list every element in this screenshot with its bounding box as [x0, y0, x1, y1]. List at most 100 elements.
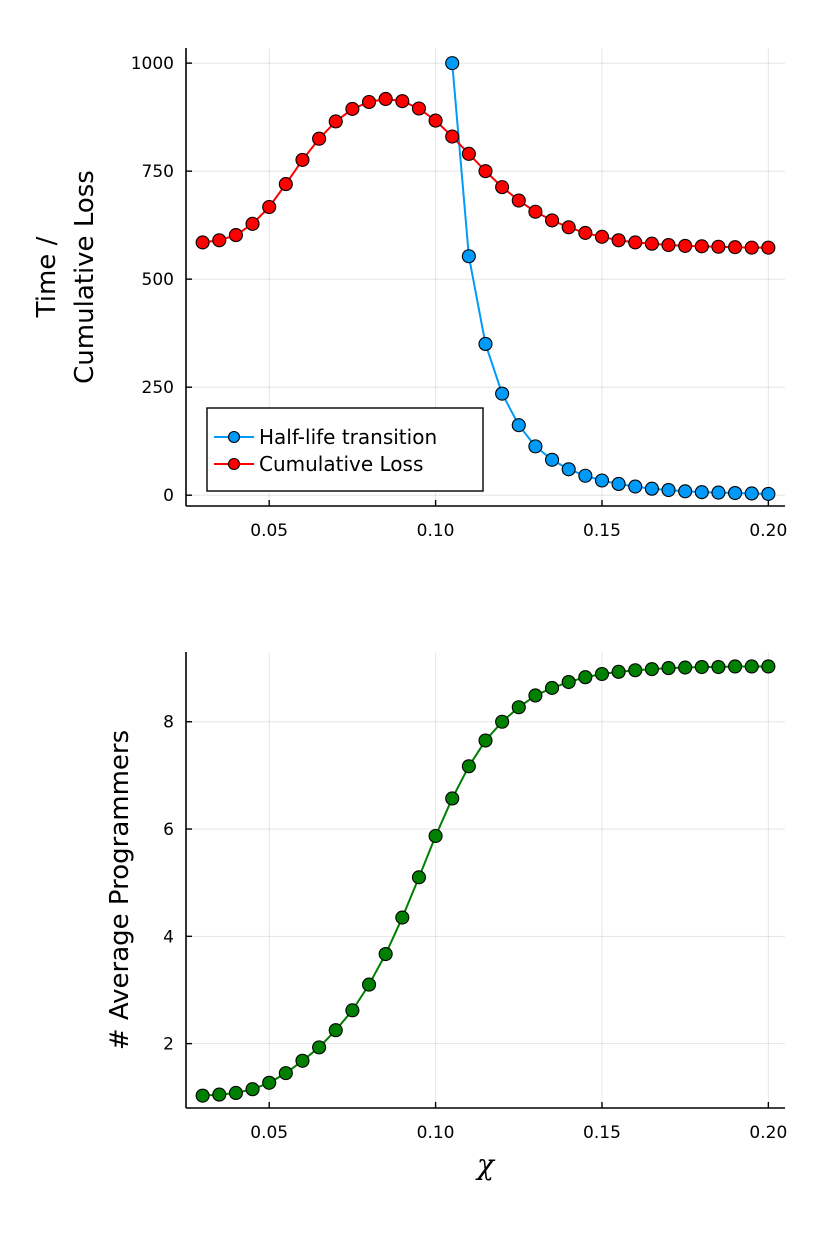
data-point: [278, 177, 293, 192]
data-point: [561, 220, 576, 235]
y-tick-label: 8: [163, 713, 174, 733]
data-point: [594, 229, 610, 244]
data-point: [628, 235, 643, 250]
data-point: [711, 659, 726, 675]
data-point: [694, 485, 709, 500]
data-point: [644, 236, 659, 251]
data-point: [295, 1053, 310, 1068]
data-point: [361, 94, 377, 110]
data-point: [278, 1066, 293, 1081]
data-point: [578, 225, 593, 240]
data-point: [728, 485, 743, 501]
data-point: [678, 660, 693, 675]
data-point: [628, 479, 643, 494]
data-point: [545, 680, 560, 695]
data-point: [694, 239, 709, 254]
data-point: [545, 452, 560, 467]
data-point: [594, 473, 610, 488]
data-point: [728, 240, 743, 255]
data-point: [312, 131, 327, 146]
data-point: [312, 1040, 327, 1055]
data-point: [644, 662, 659, 677]
data-point: [195, 1088, 210, 1103]
x-tick-label: 0.20: [749, 1123, 787, 1143]
y-tick-label: 0: [163, 486, 174, 506]
x-tick-label: 0.10: [417, 521, 455, 541]
x-tick-label: 0.15: [583, 1123, 621, 1143]
data-point: [262, 1075, 277, 1090]
data-point: [761, 659, 776, 674]
data-point: [295, 152, 310, 167]
legend-box: [206, 407, 484, 492]
data-point: [661, 661, 676, 676]
legend-label: Half-life transition: [259, 425, 437, 449]
data-point: [445, 56, 460, 71]
y-axis-title: # Average Programmers: [105, 730, 135, 1050]
data-point: [428, 828, 443, 844]
y-axis-title-line2: Cumulative Loss: [70, 170, 100, 384]
x-tick-label: 0.15: [583, 521, 621, 541]
data-point: [511, 700, 526, 715]
data-point: [245, 1082, 260, 1097]
data-point: [511, 418, 526, 433]
data-point: [411, 101, 426, 116]
y-tick-label: 500: [142, 270, 174, 290]
data-point: [195, 235, 210, 250]
data-point: [644, 481, 659, 496]
data-point: [395, 910, 410, 925]
y-tick-label: 250: [142, 378, 174, 398]
data-point: [245, 216, 260, 231]
data-point: [661, 237, 676, 253]
data-point: [478, 164, 493, 179]
data-point: [711, 239, 726, 254]
data-point: [744, 659, 759, 674]
data-point: [744, 486, 759, 501]
data-point: [594, 666, 610, 682]
data-point: [528, 439, 543, 454]
data-point: [461, 249, 476, 264]
data-point: [478, 336, 493, 352]
legend-marker: [227, 430, 241, 444]
data-point: [378, 946, 393, 962]
data-point: [495, 714, 510, 729]
data-point: [428, 113, 443, 128]
data-point: [212, 233, 227, 248]
data-point: [628, 663, 643, 678]
data-point: [661, 482, 676, 498]
data-point: [495, 386, 510, 401]
series-line: [451, 63, 769, 495]
x-tick-label: 0.20: [749, 521, 787, 541]
data-point: [361, 977, 377, 992]
y-tick-label: 2: [163, 1035, 174, 1055]
data-point: [761, 240, 776, 255]
data-point: [545, 213, 560, 228]
data-point: [495, 180, 510, 195]
data-point: [578, 670, 593, 685]
data-point: [328, 1023, 343, 1038]
x-tick-label: 0.10: [417, 1123, 455, 1143]
legend-marker: [227, 457, 241, 471]
legend-label: Cumulative Loss: [259, 452, 423, 476]
data-point: [262, 199, 277, 215]
data-point: [228, 1085, 243, 1101]
x-axis-title: χ: [475, 1148, 496, 1181]
data-point: [728, 659, 743, 674]
data-point: [411, 870, 426, 885]
data-point: [528, 688, 543, 703]
data-point: [561, 462, 576, 477]
y-axis-title-line1: Time /: [32, 236, 62, 318]
x-tick-label: 0.05: [250, 1123, 288, 1143]
data-point: [611, 476, 626, 492]
y-tick-label: 6: [163, 820, 174, 840]
data-point: [461, 146, 476, 161]
data-point: [395, 94, 410, 109]
data-point: [378, 91, 393, 107]
bottom-chart: 0.05 0.10 0.15 0.20 2 4 6 8 # Average Programmer…: [105, 652, 787, 1181]
data-point: [611, 233, 626, 248]
data-point: [445, 791, 460, 806]
data-point: [461, 759, 476, 774]
y-tick-label: 4: [163, 927, 174, 947]
data-point: [678, 484, 693, 499]
data-point: [528, 204, 543, 219]
